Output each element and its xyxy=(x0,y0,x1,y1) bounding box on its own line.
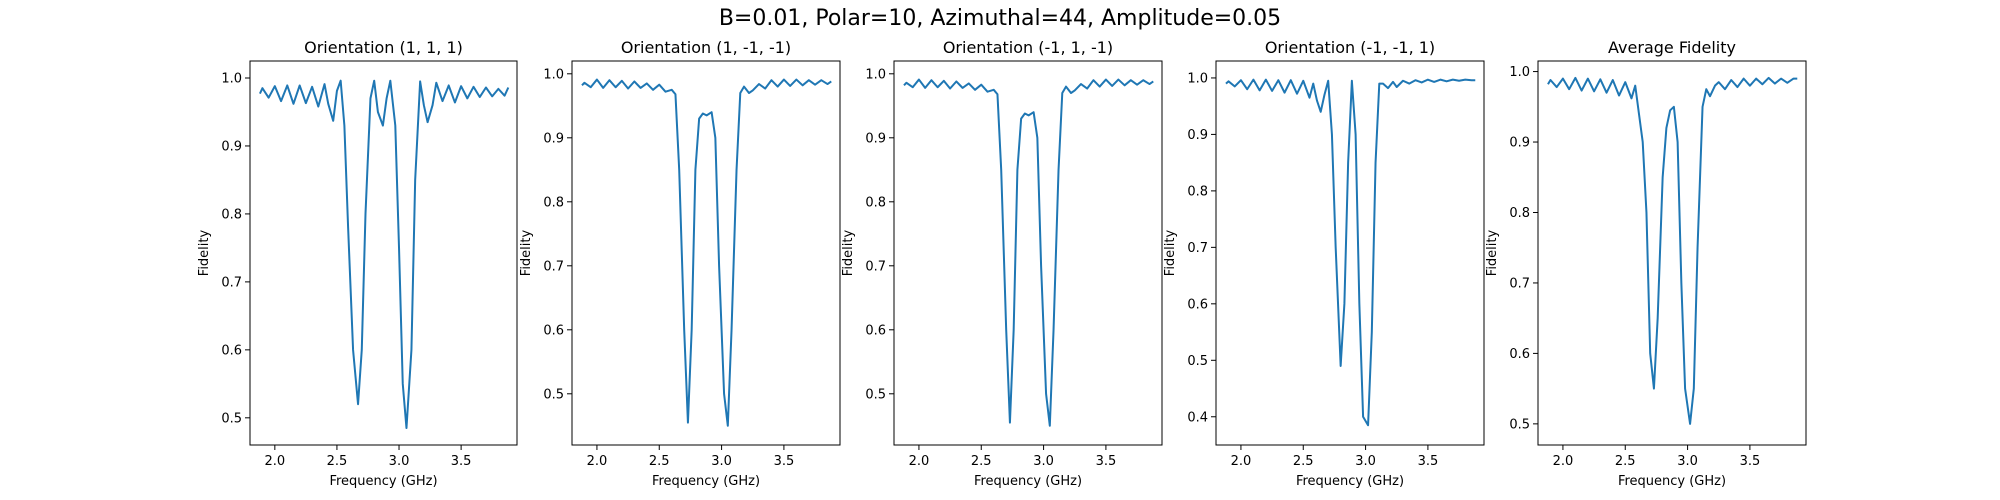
plot-frame xyxy=(571,60,841,446)
x-tick-label: 3.5 xyxy=(1418,454,1439,469)
x-tick-label: 2.5 xyxy=(971,454,992,469)
x-tick-label: 3.0 xyxy=(1355,454,1376,469)
y-axis-label: Fidelity xyxy=(197,229,212,276)
y-tick-label: 1.0 xyxy=(543,67,564,82)
y-axis-label: Fidelity xyxy=(519,229,534,276)
x-axis-label: Frequency (GHz) xyxy=(329,474,437,489)
subplot-title: Average Fidelity xyxy=(1608,38,1736,57)
x-axis-label: Frequency (GHz) xyxy=(1618,474,1726,489)
x-tick-label: 3.5 xyxy=(774,454,795,469)
y-tick-label: 0.7 xyxy=(865,259,886,274)
subplot-2: Orientation (1, -1, -1) 2.0 2.5 3.0 3.5 0.5 0.… xyxy=(519,38,841,489)
plot-frame xyxy=(893,60,1163,446)
subplot-5: Average Fidelity 2.0 2.5 3.0 3.5 0.5 0.6 0.7 0.8… xyxy=(1485,38,1807,489)
y-tick-label: 0.6 xyxy=(865,323,886,338)
x-tick-label: 2.0 xyxy=(909,454,930,469)
y-tick-label: 0.7 xyxy=(1509,276,1530,291)
y-tick-label: 0.7 xyxy=(221,275,242,290)
x-tick-label: 3.0 xyxy=(389,454,410,469)
y-tick-label: 1.0 xyxy=(221,71,242,86)
y-tick-label: 0.5 xyxy=(1187,354,1208,369)
subplot-title: Orientation (-1, 1, -1) xyxy=(943,38,1113,57)
subplot-3: Orientation (-1, 1, -1) 2.0 2.5 3.0 3.5 0.5 0.… xyxy=(841,38,1163,489)
y-tick-label: 0.5 xyxy=(221,411,242,426)
y-tick-label: 0.6 xyxy=(221,343,242,358)
x-tick-label: 3.0 xyxy=(1033,454,1054,469)
y-tick-label: 1.0 xyxy=(1187,71,1208,86)
x-tick-label: 3.5 xyxy=(1096,454,1117,469)
y-axis-label: Fidelity xyxy=(841,229,856,276)
y-axis-label: Fidelity xyxy=(1485,229,1500,276)
fidelity-line xyxy=(1547,76,1798,425)
y-tick-label: 0.6 xyxy=(1187,297,1208,312)
y-axis-label: Fidelity xyxy=(1163,229,1178,276)
subplot-title: Orientation (1, 1, 1) xyxy=(304,38,463,57)
y-tick-label: 0.8 xyxy=(865,195,886,210)
x-tick-label: 2.0 xyxy=(1553,454,1574,469)
y-tick-label: 0.9 xyxy=(1187,128,1208,143)
plot-frame xyxy=(1537,60,1807,446)
y-tick-label: 0.7 xyxy=(1187,241,1208,256)
fidelity-line xyxy=(1225,78,1476,427)
y-tick-label: 1.0 xyxy=(1509,65,1530,80)
y-tick-label: 0.9 xyxy=(543,131,564,146)
x-tick-label: 2.0 xyxy=(1231,454,1252,469)
y-tick-label: 0.9 xyxy=(865,131,886,146)
x-tick-label: 2.5 xyxy=(1293,454,1314,469)
y-tick-label: 0.9 xyxy=(221,139,242,154)
x-tick-label: 2.0 xyxy=(264,454,285,469)
subplot-1: Orientation (1, 1, 1) 2.0 2.5 3.0 3.5 0.5 0.6 0… xyxy=(197,38,518,489)
y-tick-label: 0.5 xyxy=(543,387,564,402)
y-tick-label: 0.4 xyxy=(1187,410,1208,425)
x-tick-label: 2.0 xyxy=(587,454,608,469)
y-tick-label: 0.8 xyxy=(1509,206,1530,221)
x-tick-label: 2.5 xyxy=(649,454,670,469)
fidelity-line xyxy=(259,79,510,430)
fidelity-line xyxy=(581,78,832,427)
x-tick-label: 2.5 xyxy=(327,454,348,469)
x-tick-label: 3.5 xyxy=(451,454,472,469)
x-axis-label: Frequency (GHz) xyxy=(974,474,1082,489)
y-tick-label: 1.0 xyxy=(865,67,886,82)
y-tick-label: 0.9 xyxy=(1509,136,1530,151)
figure-suptitle: B=0.01, Polar=10, Azimuthal=44, Amplitud… xyxy=(718,6,1282,31)
subplot-title: Orientation (-1, -1, 1) xyxy=(1265,38,1435,57)
y-tick-label: 0.6 xyxy=(1509,347,1530,362)
fidelity-line xyxy=(903,78,1154,427)
y-tick-label: 0.5 xyxy=(865,387,886,402)
x-tick-label: 2.5 xyxy=(1615,454,1636,469)
y-tick-label: 0.8 xyxy=(543,195,564,210)
y-tick-label: 0.7 xyxy=(543,259,564,274)
subplot-title: Orientation (1, -1, -1) xyxy=(621,38,791,57)
y-tick-label: 0.8 xyxy=(1187,184,1208,199)
x-tick-label: 3.5 xyxy=(1740,454,1761,469)
x-tick-label: 3.0 xyxy=(1677,454,1698,469)
x-tick-label: 3.0 xyxy=(711,454,732,469)
y-tick-label: 0.8 xyxy=(221,207,242,222)
x-axis-label: Frequency (GHz) xyxy=(652,474,760,489)
subplot-4: Orientation (-1, -1, 1) 2.0 2.5 3.0 3.5 0.4 0.… xyxy=(1163,38,1485,489)
y-tick-label: 0.5 xyxy=(1509,417,1530,432)
y-tick-label: 0.6 xyxy=(543,323,564,338)
plot-frame xyxy=(1215,60,1485,446)
x-axis-label: Frequency (GHz) xyxy=(1296,474,1404,489)
plot-frame xyxy=(249,60,518,446)
